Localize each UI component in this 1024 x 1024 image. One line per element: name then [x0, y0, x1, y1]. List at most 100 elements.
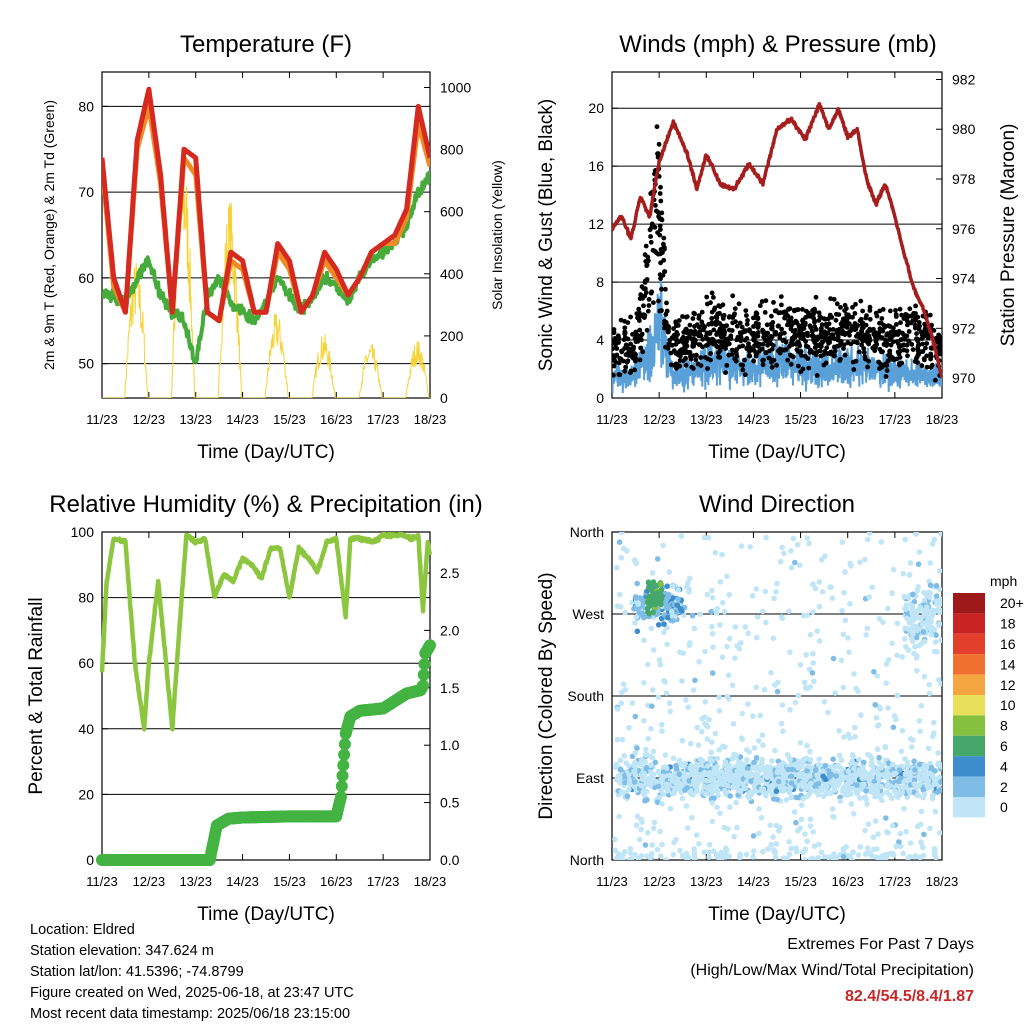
precip-point [338, 738, 351, 751]
gust-point [650, 247, 656, 253]
gust-point [747, 328, 753, 334]
direction-point [938, 637, 942, 643]
direction-point [845, 768, 852, 775]
direction-point [704, 785, 710, 791]
direction-point [863, 796, 869, 803]
direction-point [938, 680, 942, 687]
y-tick-label: South [567, 688, 604, 704]
direction-point [716, 747, 723, 753]
legend-swatch [953, 715, 985, 736]
x-tick-label: 14/23 [226, 874, 259, 889]
direction-point [938, 532, 942, 537]
direction-point [712, 549, 719, 556]
temperature-series-2 [102, 103, 430, 324]
gust-point [623, 352, 629, 358]
direction-point [734, 824, 740, 831]
gust-point [657, 223, 663, 229]
direction-point [740, 764, 746, 771]
x-tick-label: 17/23 [367, 874, 400, 889]
direction-point [679, 678, 685, 684]
direction-point [650, 647, 657, 653]
direction-point [721, 787, 728, 794]
direction-point [678, 762, 685, 768]
gust-point [910, 318, 916, 323]
gust-point [665, 329, 671, 335]
direction-point [757, 712, 763, 719]
direction-point [895, 778, 902, 785]
gust-point [884, 368, 890, 373]
gust-point [737, 320, 743, 326]
direction-point [699, 773, 705, 780]
gust-point [906, 338, 911, 344]
gust-point [637, 357, 643, 363]
gust-point [656, 214, 661, 219]
direction-point [635, 606, 642, 612]
direction-point [810, 829, 816, 835]
gust-point [745, 318, 750, 323]
y-right-tick-label: 600 [440, 204, 464, 220]
direction-point [884, 774, 891, 781]
direction-point [926, 690, 933, 697]
direction-point [911, 627, 918, 633]
direction-point [910, 789, 917, 795]
direction-point [641, 637, 647, 644]
gust-point [709, 316, 715, 321]
direction-point [622, 779, 628, 786]
gust-point [740, 367, 746, 373]
gust-point [682, 350, 688, 356]
gust-point [879, 316, 885, 321]
gust-point [783, 314, 788, 319]
direction-point [664, 583, 671, 589]
gust-point [858, 316, 864, 322]
direction-point [631, 779, 638, 785]
gust-point [882, 323, 888, 329]
direction-point [902, 536, 908, 543]
direction-point [648, 725, 654, 732]
direction-point [840, 773, 846, 780]
direction-point [770, 834, 776, 840]
direction-point [658, 787, 664, 794]
direction-point [691, 625, 698, 632]
direction-point [677, 847, 683, 854]
direction-point [638, 761, 644, 768]
direction-point [711, 779, 717, 786]
direction-point [724, 782, 730, 789]
gust-point [699, 319, 705, 325]
direction-point [874, 846, 880, 852]
gust-point [893, 314, 899, 319]
legend-label: 4 [1000, 758, 1008, 774]
direction-point [689, 771, 695, 777]
gust-point [762, 310, 768, 315]
gust-point [901, 342, 907, 348]
direction-point [849, 758, 855, 765]
gust-point [827, 327, 833, 333]
direction-point [662, 752, 669, 758]
gust-point [635, 315, 640, 321]
direction-point [642, 842, 649, 848]
direction-point [807, 757, 814, 763]
gust-point [898, 348, 903, 354]
direction-point [668, 773, 675, 779]
direction-point [806, 763, 812, 769]
gust-point [695, 361, 701, 367]
direction-point [816, 603, 823, 610]
direction-point [799, 780, 805, 786]
gust-point [663, 344, 668, 350]
panel-title: Winds (mph) & Pressure (mb) [619, 31, 936, 58]
direction-point [769, 791, 776, 797]
gust-point [800, 334, 805, 339]
gust-point [683, 327, 688, 333]
direction-point [856, 756, 862, 763]
gust-point [883, 337, 888, 343]
direction-point [807, 823, 814, 829]
direction-point [865, 821, 872, 827]
direction-point [679, 737, 686, 744]
x-tick-label: 18/23 [926, 874, 959, 889]
x-tick-label: 12/23 [643, 874, 676, 889]
gust-point [623, 342, 629, 348]
direction-point [657, 828, 663, 835]
direction-point [800, 612, 807, 619]
direction-point [699, 758, 706, 764]
direction-point [890, 852, 897, 858]
precip-point [335, 780, 348, 793]
